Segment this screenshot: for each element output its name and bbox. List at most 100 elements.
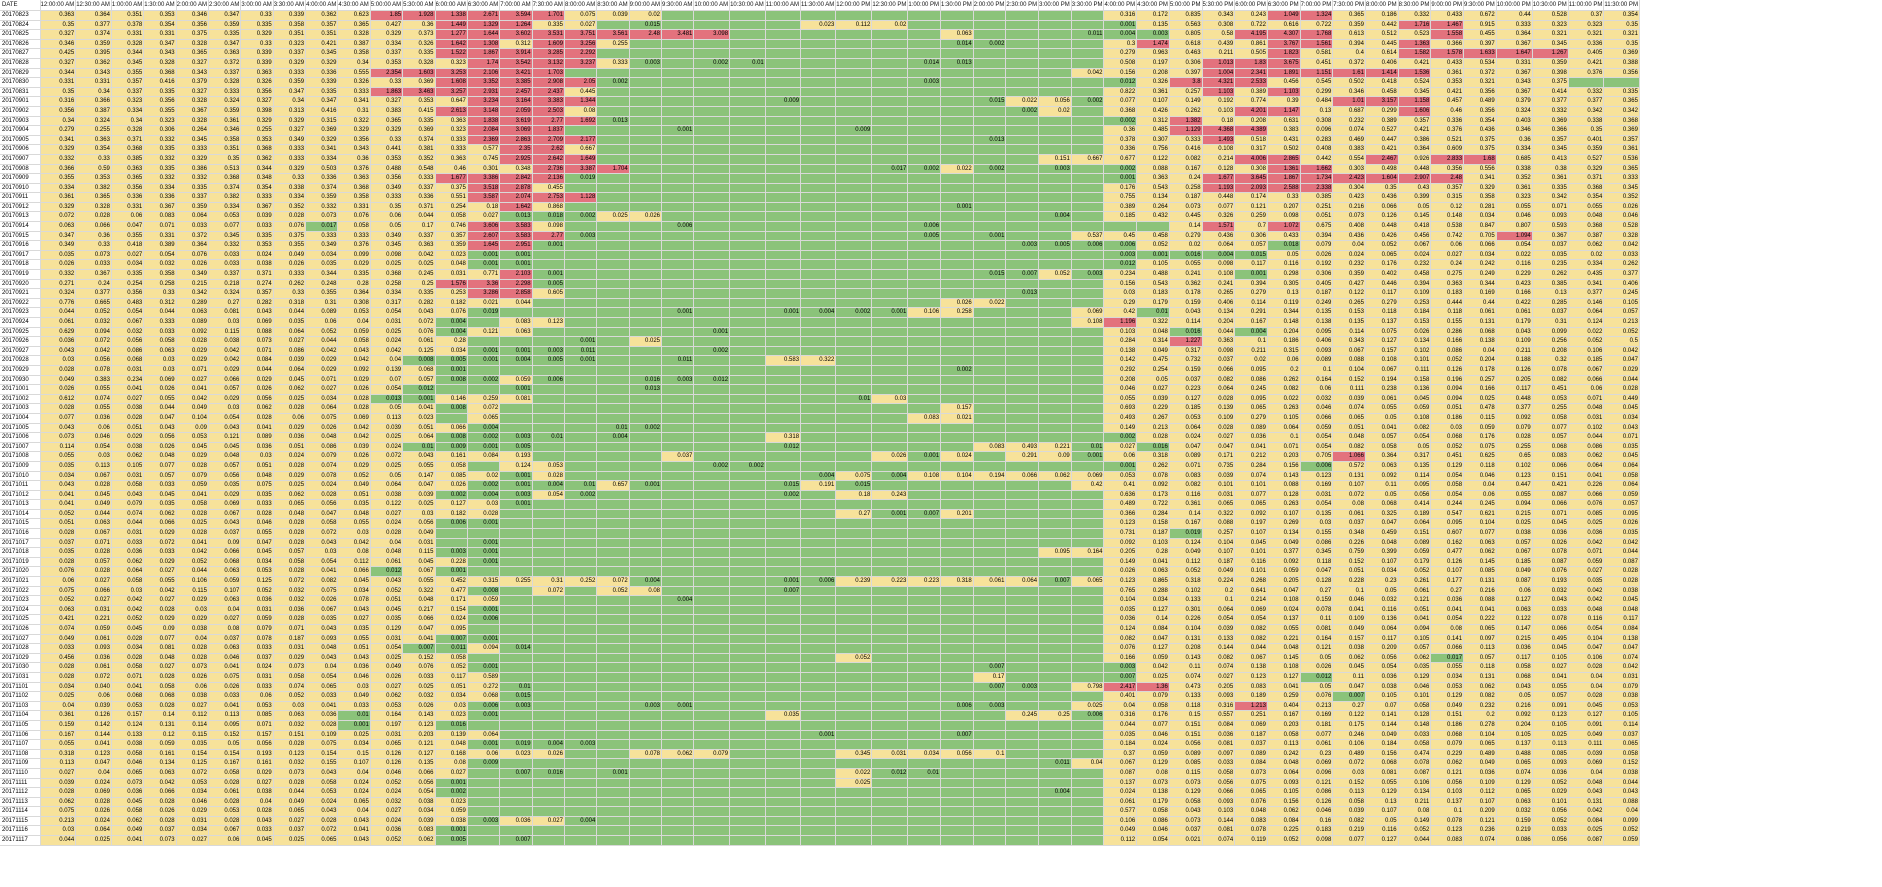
value-cell[interactable]: 0.123: [532, 317, 565, 328]
value-cell[interactable]: 0.056: [1365, 653, 1399, 664]
value-cell[interactable]: [907, 250, 942, 261]
value-cell[interactable]: 0.053: [337, 307, 371, 318]
value-cell[interactable]: [1038, 298, 1072, 309]
value-cell[interactable]: 1.264: [499, 20, 533, 31]
value-cell[interactable]: 0.02: [1169, 240, 1203, 251]
value-cell[interactable]: 0.034: [176, 825, 209, 837]
value-cell[interactable]: 0.186: [1430, 720, 1465, 731]
value-cell[interactable]: 0.056: [305, 499, 339, 510]
value-cell[interactable]: 0.742: [1430, 231, 1465, 242]
date-cell[interactable]: 20170904: [0, 125, 41, 136]
value-cell[interactable]: [1071, 10, 1105, 21]
value-cell[interactable]: 1.103: [1267, 87, 1301, 98]
value-cell[interactable]: [907, 106, 942, 117]
value-cell[interactable]: 0.329: [240, 116, 274, 127]
value-cell[interactable]: 0.034: [1365, 566, 1399, 578]
value-cell[interactable]: 0.371: [1568, 173, 1605, 184]
value-cell[interactable]: 0.014: [499, 643, 533, 654]
value-cell[interactable]: 2.103: [499, 269, 533, 280]
value-cell[interactable]: 0.049: [1136, 346, 1170, 357]
value-cell[interactable]: [564, 68, 598, 79]
value-cell[interactable]: [973, 480, 1007, 491]
value-cell[interactable]: [907, 797, 942, 808]
value-cell[interactable]: [835, 614, 873, 625]
value-cell[interactable]: 0.159: [1169, 298, 1203, 309]
value-cell[interactable]: 0.318: [1169, 576, 1203, 587]
value-cell[interactable]: 0.034: [1463, 211, 1497, 223]
value-cell[interactable]: 0.005: [1038, 240, 1072, 251]
value-cell[interactable]: 2.588: [1267, 183, 1301, 194]
value-cell[interactable]: 0.106: [1568, 346, 1605, 357]
value-cell[interactable]: 0.31: [305, 298, 339, 309]
value-cell[interactable]: [499, 730, 533, 741]
value-cell[interactable]: 0.072: [305, 528, 339, 539]
value-cell[interactable]: 0.053: [111, 701, 145, 712]
value-cell[interactable]: 0.114: [1603, 720, 1640, 731]
value-cell[interactable]: 0.685: [1496, 154, 1533, 165]
value-cell[interactable]: [871, 682, 909, 693]
value-cell[interactable]: [835, 451, 873, 462]
value-cell[interactable]: 0.044: [240, 365, 274, 376]
value-cell[interactable]: [564, 509, 598, 520]
value-cell[interactable]: [800, 298, 837, 309]
value-cell[interactable]: 0.408: [1332, 221, 1366, 232]
value-cell[interactable]: 0.112: [1103, 835, 1138, 846]
value-cell[interactable]: 0.092: [1267, 557, 1301, 568]
value-cell[interactable]: 0.007: [973, 682, 1007, 693]
value-cell[interactable]: 0.557: [1202, 710, 1236, 721]
value-cell[interactable]: 0.093: [1532, 758, 1569, 769]
value-cell[interactable]: 0.064: [1398, 518, 1432, 530]
value-cell[interactable]: [693, 48, 731, 59]
value-cell[interactable]: 0.745: [467, 154, 501, 165]
value-cell[interactable]: 0.026: [871, 451, 909, 462]
value-cell[interactable]: 0.11: [1365, 480, 1399, 491]
value-cell[interactable]: 0.043: [1496, 327, 1533, 338]
time-column-header[interactable]: 4:30:00 PM: [1136, 0, 1170, 11]
value-cell[interactable]: 2.423: [1332, 173, 1366, 184]
value-cell[interactable]: [629, 758, 663, 769]
value-cell[interactable]: 0.33: [143, 288, 177, 299]
value-cell[interactable]: 0.135: [1332, 317, 1366, 328]
value-cell[interactable]: [661, 183, 695, 194]
value-cell[interactable]: 0.332: [1568, 87, 1605, 98]
value-cell[interactable]: [907, 557, 942, 568]
value-cell[interactable]: [596, 806, 630, 817]
value-cell[interactable]: [661, 96, 695, 107]
value-cell[interactable]: 3.234: [467, 96, 501, 107]
value-cell[interactable]: 0.354: [1603, 10, 1640, 21]
value-cell[interactable]: 0.036: [337, 662, 371, 673]
value-cell[interactable]: [467, 835, 501, 846]
value-cell[interactable]: 0.458: [1136, 231, 1170, 242]
value-cell[interactable]: 0.378: [1103, 135, 1138, 146]
value-cell[interactable]: 0.077: [1234, 490, 1268, 501]
value-cell[interactable]: 0.307: [1136, 135, 1170, 146]
value-cell[interactable]: 0.13: [1267, 288, 1301, 299]
value-cell[interactable]: 0.185: [1568, 355, 1605, 366]
value-cell[interactable]: 0.184: [1365, 739, 1399, 750]
value-cell[interactable]: [1038, 87, 1072, 98]
value-cell[interactable]: 0.545: [1300, 77, 1334, 88]
value-cell[interactable]: 0.405: [1300, 279, 1334, 290]
value-cell[interactable]: 0.052: [111, 614, 145, 625]
value-cell[interactable]: 1.603: [402, 68, 436, 79]
value-cell[interactable]: 0.073: [240, 336, 274, 347]
value-cell[interactable]: [765, 154, 802, 165]
value-cell[interactable]: 0.32: [1532, 355, 1569, 366]
value-cell[interactable]: 0.221: [1038, 442, 1072, 453]
value-cell[interactable]: 0.058: [1332, 797, 1366, 808]
value-cell[interactable]: 0.328: [176, 96, 209, 107]
value-cell[interactable]: 0.056: [1430, 778, 1465, 789]
value-cell[interactable]: 0.095: [1603, 509, 1640, 520]
value-cell[interactable]: 0.323: [1568, 20, 1605, 31]
value-cell[interactable]: 1.308: [467, 39, 501, 50]
value-cell[interactable]: [629, 413, 663, 424]
value-cell[interactable]: 1.01: [1332, 96, 1366, 107]
value-cell[interactable]: [596, 643, 630, 654]
value-cell[interactable]: 0.101: [1398, 355, 1432, 366]
value-cell[interactable]: [871, 346, 909, 357]
value-cell[interactable]: 0.044: [273, 787, 307, 798]
value-cell[interactable]: 0.031: [75, 605, 112, 616]
value-cell[interactable]: 0.059: [1603, 835, 1640, 846]
value-cell[interactable]: 0.387: [337, 39, 371, 50]
value-cell[interactable]: 0.001: [467, 710, 501, 721]
